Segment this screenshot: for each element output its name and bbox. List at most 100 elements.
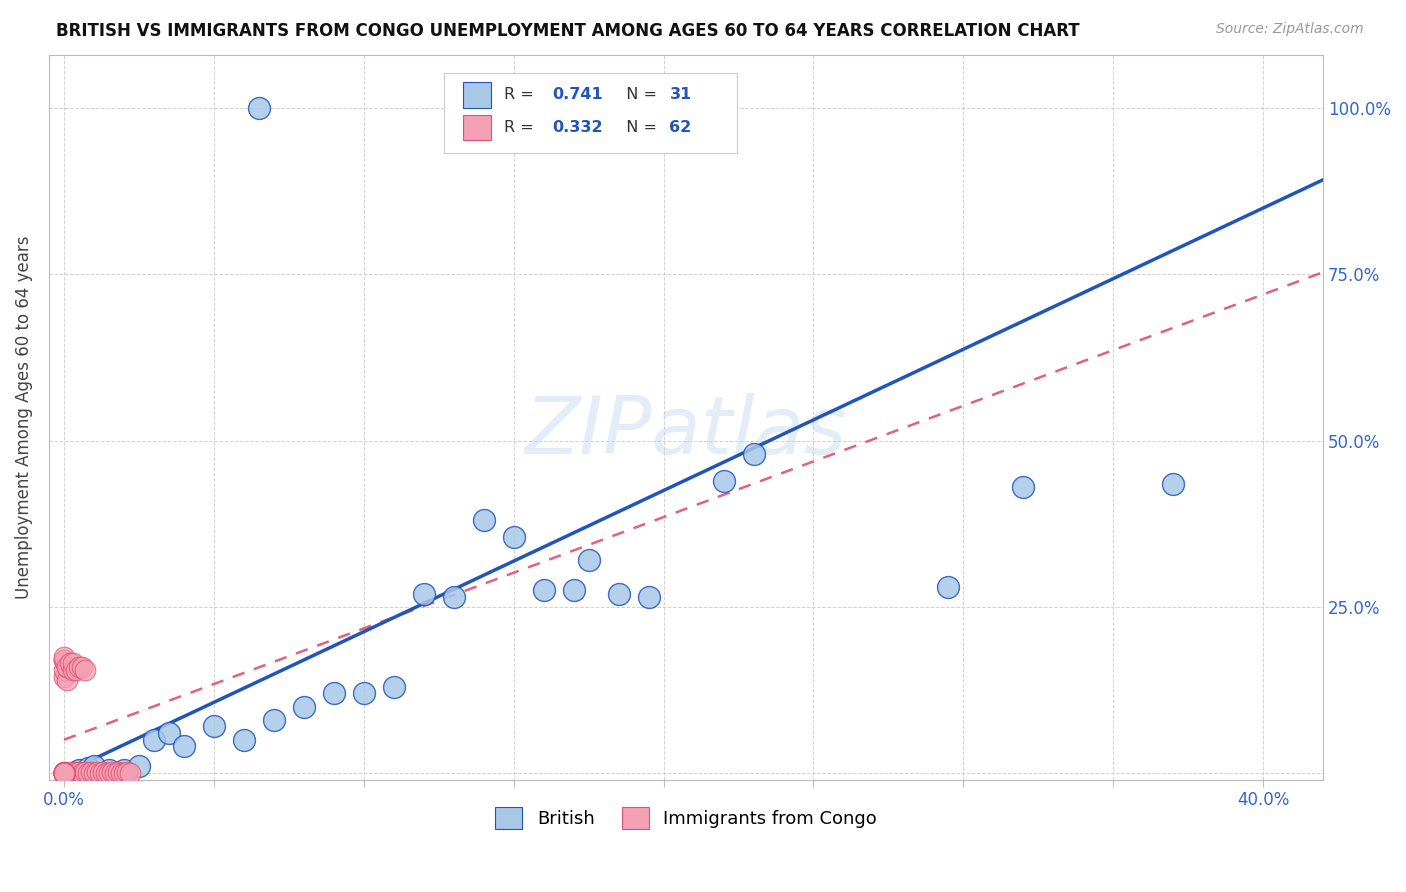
Point [247,101,270,115]
Point [52,766,75,780]
Point [52,649,75,664]
Point [443,590,465,604]
Point [70,766,93,780]
Point [52,764,75,779]
Point [83,759,105,773]
Point [59,765,82,780]
Point [52,766,75,780]
Point [73,765,96,780]
Point [637,590,659,604]
Point [65,663,87,677]
Text: R =: R = [503,87,538,103]
FancyBboxPatch shape [463,82,491,108]
Point [52,766,75,780]
Point [52,766,75,780]
Point [52,766,75,780]
Y-axis label: Unemployment Among Ages 60 to 64 years: Unemployment Among Ages 60 to 64 years [15,235,32,599]
Point [1161,476,1184,491]
Point [52,766,75,780]
Point [97,766,120,780]
Point [62,766,84,780]
Point [97,763,120,777]
Point [52,766,75,780]
Point [65,765,87,780]
Point [52,766,75,780]
Point [607,586,630,600]
Point [263,713,285,727]
Point [128,759,150,773]
Point [104,766,127,780]
Legend: British, Immigrants from Congo: British, Immigrants from Congo [488,799,884,836]
Point [112,766,135,780]
Point [70,659,93,673]
Point [94,766,117,780]
FancyBboxPatch shape [463,115,491,140]
Point [52,766,75,780]
Point [52,766,75,780]
Point [52,670,75,684]
Point [52,766,75,780]
Text: 31: 31 [669,87,692,103]
Point [52,663,75,677]
Point [73,663,96,677]
Point [52,766,75,780]
Point [59,657,82,671]
Text: BRITISH VS IMMIGRANTS FROM CONGO UNEMPLOYMENT AMONG AGES 60 TO 64 YEARS CORRELAT: BRITISH VS IMMIGRANTS FROM CONGO UNEMPLO… [56,22,1080,40]
Point [472,513,495,527]
Point [353,686,375,700]
Point [52,766,75,780]
Point [52,766,75,780]
Point [77,761,100,775]
Text: ZIPatlas: ZIPatlas [524,392,848,471]
Point [52,766,75,780]
Point [52,653,75,667]
Point [62,657,84,671]
Point [202,719,225,733]
Point [56,673,79,687]
Point [77,766,100,780]
Point [173,739,195,754]
Point [742,447,765,461]
Point [502,530,524,544]
Point [112,763,135,777]
Point [83,766,105,780]
Point [80,765,103,780]
Point [89,766,111,780]
Point [67,764,90,779]
Point [52,766,75,780]
Point [412,586,434,600]
Text: N =: N = [616,120,662,135]
FancyBboxPatch shape [444,73,737,153]
Point [1012,480,1035,494]
Point [52,766,75,780]
Point [67,659,90,673]
Point [52,766,75,780]
Point [62,663,84,677]
Point [533,583,555,598]
Point [52,766,75,780]
Point [578,553,600,567]
Point [67,763,90,777]
Point [91,765,114,780]
Point [713,474,735,488]
Point [292,699,315,714]
Text: 0.332: 0.332 [553,120,603,135]
Point [86,765,108,780]
Point [157,726,180,740]
Point [56,659,79,673]
Text: 62: 62 [669,120,692,135]
Point [52,766,75,780]
Text: R =: R = [503,120,538,135]
Text: 0.741: 0.741 [553,87,603,103]
Point [115,765,138,780]
Point [52,766,75,780]
Point [52,765,75,780]
Point [101,765,124,780]
Point [110,766,132,780]
Text: Source: ZipAtlas.com: Source: ZipAtlas.com [1216,22,1364,37]
Point [107,765,129,780]
Point [232,732,254,747]
Point [56,659,79,673]
Point [56,766,79,780]
Point [118,766,141,780]
